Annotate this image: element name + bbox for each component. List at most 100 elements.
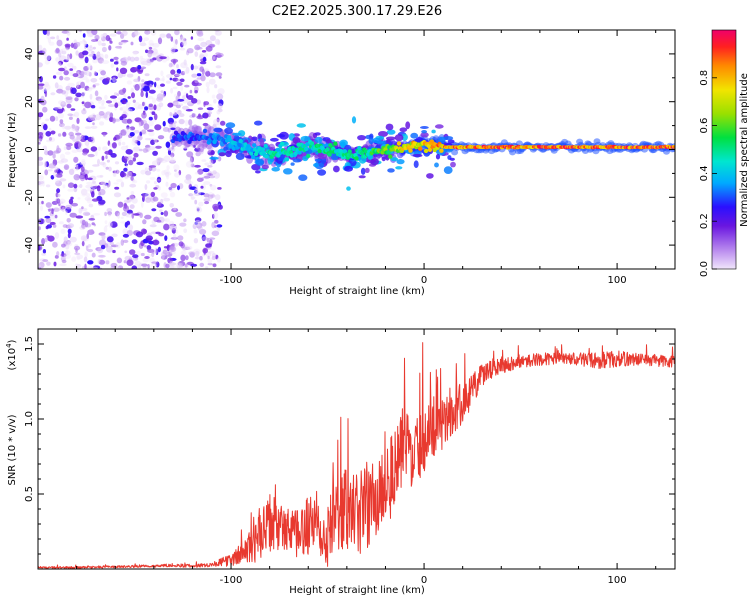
noise-blob [59, 75, 64, 81]
noise-blob [108, 104, 115, 108]
noise-blob [63, 70, 69, 76]
noise-blob [204, 162, 210, 166]
signal-blob [225, 150, 232, 158]
noise-blob [170, 264, 177, 269]
noise-blob [164, 218, 170, 223]
noise-blob [190, 63, 194, 71]
noise-blob [188, 178, 191, 186]
noise-blob [148, 131, 155, 137]
snr-background [38, 329, 675, 569]
noise-blob [76, 147, 83, 153]
noise-blob [216, 109, 221, 115]
signal-core [264, 154, 269, 159]
noise-blob [189, 89, 193, 94]
noise-blob [61, 206, 65, 212]
noise-blob [102, 146, 108, 152]
colorbar-gradient [712, 30, 736, 269]
noise-blob [131, 197, 138, 204]
noise-blob [102, 162, 107, 168]
noise-blob [101, 233, 106, 241]
noise-blob [194, 79, 199, 84]
noise-blob [97, 57, 104, 64]
noise-blob [124, 127, 132, 132]
noise-blob [126, 157, 130, 162]
signal-blob [314, 158, 321, 162]
noise-blob [95, 114, 102, 121]
noise-blob [140, 60, 149, 66]
signal-blob [390, 157, 399, 162]
noise-blob [83, 66, 89, 71]
noise-blob [38, 138, 42, 142]
x-tick-label: 0 [421, 275, 427, 286]
noise-blob [152, 150, 159, 156]
noise-blob [203, 181, 211, 185]
noise-blob [58, 52, 62, 58]
noise-blob [50, 36, 56, 40]
noise-blob [132, 50, 140, 55]
x-tick-label: 100 [608, 275, 627, 286]
noise-blob [128, 194, 135, 201]
noise-blob [98, 259, 106, 265]
noise-blob [109, 33, 117, 37]
signal-blob [259, 138, 265, 147]
noise-blob [73, 186, 78, 193]
noise-blob [208, 237, 216, 240]
noise-blob [99, 188, 106, 196]
noise-blob [106, 236, 114, 243]
noise-blob [76, 117, 80, 124]
noise-blob [133, 130, 140, 134]
noise-blob [126, 220, 131, 226]
noise-blob [88, 54, 94, 57]
noise-blob [194, 171, 199, 175]
signal-blob [224, 127, 234, 135]
noise-blob [61, 90, 66, 95]
noise-blob [196, 73, 202, 77]
noise-blob [213, 212, 219, 219]
noise-blob [69, 53, 73, 60]
noise-blob [194, 256, 200, 260]
noise-blob [77, 185, 80, 188]
signal-blob [447, 139, 455, 144]
noise-blob [137, 65, 142, 70]
noise-blob [54, 169, 59, 173]
noise-blob [73, 174, 81, 181]
noise-blob [101, 103, 105, 106]
noise-blob [127, 108, 133, 113]
noise-blob [79, 184, 83, 188]
x-tick-label: -100 [220, 575, 243, 586]
noise-blob [124, 250, 128, 254]
noise-blob [132, 99, 136, 104]
noise-blob [85, 193, 91, 198]
noise-blob [193, 238, 199, 244]
noise-blob [182, 105, 189, 110]
noise-blob [170, 87, 174, 94]
noise-blob [197, 107, 204, 110]
noise-blob [71, 87, 77, 95]
noise-blob [79, 161, 87, 166]
noise-blob [172, 59, 176, 65]
noise-blob [163, 197, 171, 202]
noise-blob [47, 37, 52, 44]
noise-blob [84, 85, 90, 91]
snr-y-multiplier: (x104) [5, 339, 18, 370]
noise-blob [194, 164, 201, 168]
noise-blob [186, 95, 194, 100]
noise-blob [167, 102, 174, 108]
noise-blob [83, 107, 86, 111]
noise-blob [91, 50, 95, 55]
noise-blob [215, 65, 222, 69]
noise-blob [97, 259, 101, 263]
spectrogram-y-axis-label: Frequency (Hz) [7, 112, 18, 188]
noise-blob [52, 153, 56, 159]
noise-blob [108, 166, 112, 172]
noise-blob [65, 145, 72, 151]
signal-blob [333, 165, 340, 173]
noise-blob [174, 102, 180, 106]
noise-blob [197, 225, 203, 232]
noise-blob [111, 233, 118, 238]
noise-blob [155, 231, 161, 235]
noise-blob [170, 155, 174, 162]
noise-blob [166, 80, 171, 84]
noise-blob [69, 236, 77, 243]
signal-core [260, 147, 266, 152]
